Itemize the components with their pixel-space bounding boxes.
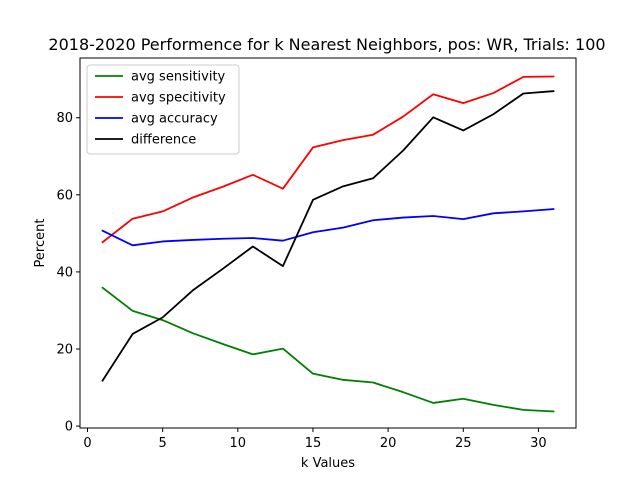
- legend: avg sensitivity avg specitivity avg accura…: [86, 64, 240, 155]
- series-line-difference: [101, 90, 555, 382]
- x-tick-label: 20: [380, 436, 397, 451]
- y-axis: 0 20 40 60 80: [56, 111, 80, 435]
- y-tick-label: 80: [56, 111, 73, 126]
- legend-label-difference: difference: [131, 133, 196, 148]
- x-tick-label: 30: [530, 436, 547, 451]
- legend-label-avg-specitivity: avg specitivity: [131, 91, 226, 106]
- x-tick-label: 5: [159, 436, 167, 451]
- y-axis-label: Percent: [33, 219, 48, 268]
- series-layer: [101, 75, 555, 413]
- y-tick-label: 40: [56, 265, 73, 280]
- x-tick-label: 10: [230, 436, 247, 451]
- legend-box: [86, 64, 240, 155]
- series-line-avg-accuracy: [101, 208, 555, 247]
- series-line-avg-specitivity: [101, 75, 555, 244]
- legend-label-avg-accuracy: avg accuracy: [131, 112, 218, 127]
- chart-title: 2018-2020 Performence for k Nearest Neig…: [48, 35, 605, 54]
- legend-label-avg-sensitivity: avg sensitivity: [131, 70, 226, 85]
- x-tick-label: 15: [305, 436, 322, 451]
- y-tick-label: 0: [65, 420, 73, 435]
- x-axis-label: k Values: [301, 456, 355, 471]
- x-tick-label: 0: [83, 436, 91, 451]
- x-tick-label: 25: [455, 436, 472, 451]
- y-tick-label: 20: [56, 342, 73, 357]
- x-axis: 0 5 10 15 20 25 30: [83, 428, 547, 451]
- plot-frame: [79, 57, 577, 429]
- series-line-avg-sensitivity: [101, 286, 555, 413]
- y-tick-label: 60: [56, 188, 73, 203]
